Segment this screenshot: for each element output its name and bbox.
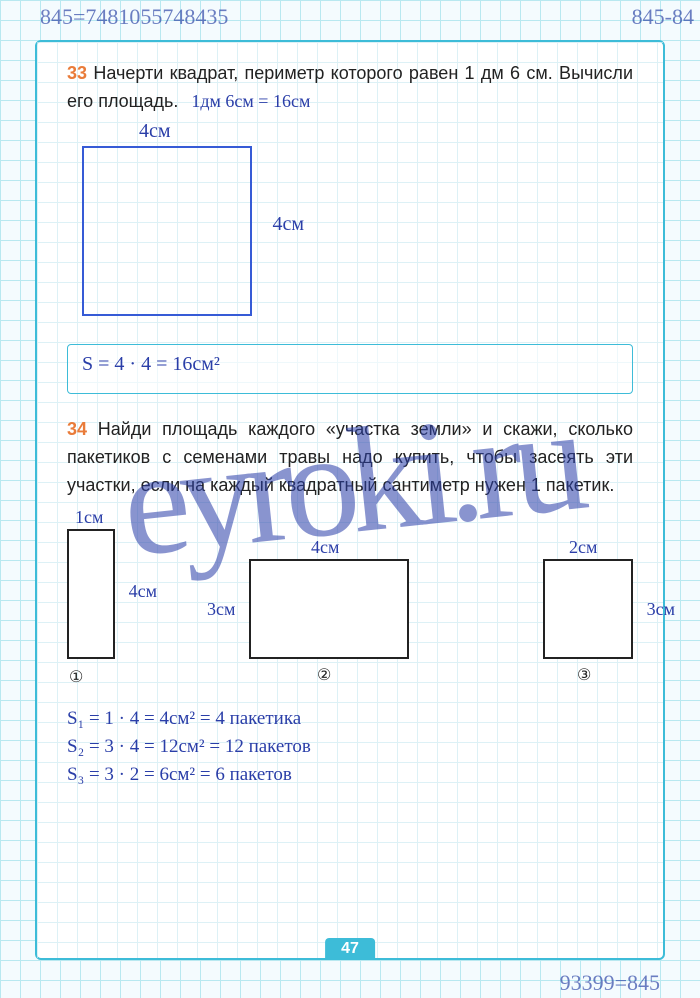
plot-1: 1см 4см bbox=[67, 529, 115, 659]
edge-handwriting-top: 845=7481055748435 bbox=[40, 4, 228, 30]
plot1-height: 4см bbox=[129, 581, 157, 602]
square-label-right: 4см bbox=[272, 213, 304, 236]
page-number-badge: 47 bbox=[325, 938, 375, 960]
plot2-height: 3см bbox=[207, 599, 235, 620]
task-34-answers: S₁ = 1 · 4 = 4см² = 4 пакетика S₂ = 3 · … bbox=[67, 705, 633, 788]
plot3-height: 3см bbox=[647, 599, 675, 620]
task-34: 34 Найди площадь каждого «участка земли»… bbox=[67, 416, 633, 788]
square-label-top: 4см bbox=[139, 120, 171, 143]
workbook-page: 33 Начерти квадрат, периметр которого ра… bbox=[35, 40, 665, 960]
answer-s3: S₃ = 3 · 2 = 6см² = 6 пакетов bbox=[67, 761, 633, 789]
plot-1-wrap: 1см 4см ① bbox=[67, 529, 115, 659]
task-33: 33 Начерти квадрат, периметр которого ра… bbox=[67, 60, 633, 394]
task-34-body: Найди площадь каждого «участка земли» и … bbox=[67, 419, 633, 495]
plot3-width: 2см bbox=[569, 537, 597, 558]
task-33-answer: S = 4 · 4 = 16см² bbox=[82, 353, 220, 375]
edge-handwriting-right: 845-84 bbox=[632, 4, 694, 30]
plot-2-wrap: 4см 3см ② bbox=[249, 559, 409, 659]
plot1-width: 1см bbox=[75, 507, 103, 528]
task-34-number: 34 bbox=[67, 419, 87, 439]
edge-handwriting-bottom: 93399=845 bbox=[560, 970, 660, 996]
plot1-num: ① bbox=[69, 667, 83, 687]
drawn-square: 4см 4см bbox=[82, 146, 252, 316]
plot-2: 4см 3см bbox=[249, 559, 409, 659]
task-33-text: 33 Начерти квадрат, периметр которого ра… bbox=[67, 60, 633, 116]
answer-s2: S₂ = 3 · 4 = 12см² = 12 пакетов bbox=[67, 733, 633, 761]
plots-row: 1см 4см ① 4см 3см ② 2см 3см ③ bbox=[67, 519, 633, 659]
task-34-text: 34 Найди площадь каждого «участка земли»… bbox=[67, 416, 633, 500]
answer-s1: S₁ = 1 · 4 = 4см² = 4 пакетика bbox=[67, 705, 633, 733]
plot2-width: 4см bbox=[311, 537, 339, 558]
plot2-num: ② bbox=[317, 665, 331, 685]
plot3-num: ③ bbox=[577, 665, 591, 685]
task-33-body: Начерти квадрат, периметр которого равен… bbox=[67, 63, 633, 111]
task-33-number: 33 bbox=[67, 63, 87, 83]
task-33-conversion: 1дм 6см = 16см bbox=[191, 91, 310, 111]
task-33-answer-box: S = 4 · 4 = 16см² bbox=[67, 344, 633, 394]
plot-3: 2см 3см bbox=[543, 559, 633, 659]
plot-3-wrap: 2см 3см ③ bbox=[543, 559, 633, 659]
